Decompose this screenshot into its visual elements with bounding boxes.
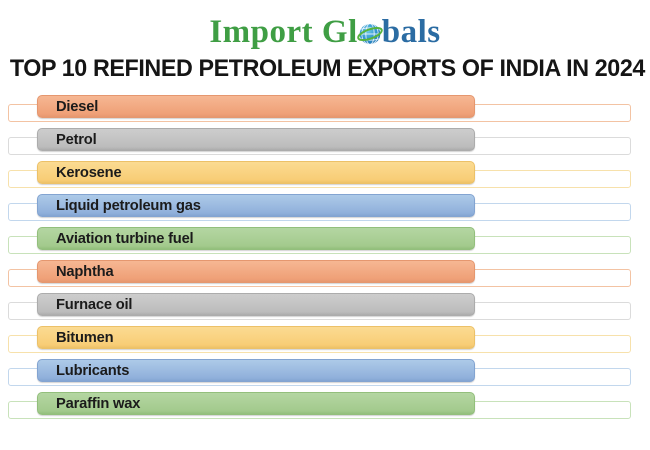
- chart-row-bitumen: Bitumen: [0, 326, 650, 359]
- chart-row-kerosene: Kerosene: [0, 161, 650, 194]
- bar-label: Petrol: [56, 131, 97, 148]
- bar-bitumen: Bitumen: [37, 326, 475, 349]
- bar-furnace-oil: Furnace oil: [37, 293, 475, 316]
- bar-aviation-turbine-fuel: Aviation turbine fuel: [37, 227, 475, 250]
- bar-petrol: Petrol: [37, 128, 475, 151]
- bar-kerosene: Kerosene: [37, 161, 475, 184]
- bar-label: Aviation turbine fuel: [56, 230, 194, 247]
- bar-naphtha: Naphtha: [37, 260, 475, 283]
- bar-label: Naphtha: [56, 263, 114, 280]
- chart-row-diesel: Diesel: [0, 95, 650, 128]
- globe-icon: [357, 19, 383, 45]
- bar-liquid-petroleum-gas: Liquid petroleum gas: [37, 194, 475, 217]
- chart-row-furnace-oil: Furnace oil: [0, 293, 650, 326]
- chart-row-liquid-petroleum-gas: Liquid petroleum gas: [0, 194, 650, 227]
- bar-label: Furnace oil: [56, 296, 133, 313]
- logo-text-left: Import Gl: [209, 13, 358, 50]
- bar-label: Kerosene: [56, 164, 122, 181]
- chart-row-lubricants: Lubricants: [0, 359, 650, 392]
- bar-label: Bitumen: [56, 329, 114, 346]
- chart-row-paraffin-wax: Paraffin wax: [0, 392, 650, 425]
- bar-lubricants: Lubricants: [37, 359, 475, 382]
- chart-row-naphtha: Naphtha: [0, 260, 650, 293]
- bar-label: Liquid petroleum gas: [56, 197, 201, 214]
- bar-label: Lubricants: [56, 362, 130, 379]
- page-title: TOP 10 REFINED PETROLEUM EXPORTS OF INDI…: [9, 55, 646, 82]
- bar-paraffin-wax: Paraffin wax: [37, 392, 475, 415]
- chart-row-petrol: Petrol: [0, 128, 650, 161]
- logo-text-right: bals: [381, 13, 441, 50]
- bar-diesel: Diesel: [37, 95, 475, 118]
- bar-label: Paraffin wax: [56, 395, 141, 412]
- brand-logo: Import Gl ba: [0, 10, 650, 54]
- chart-row-aviation-turbine-fuel: Aviation turbine fuel: [0, 227, 650, 260]
- bar-label: Diesel: [56, 98, 99, 115]
